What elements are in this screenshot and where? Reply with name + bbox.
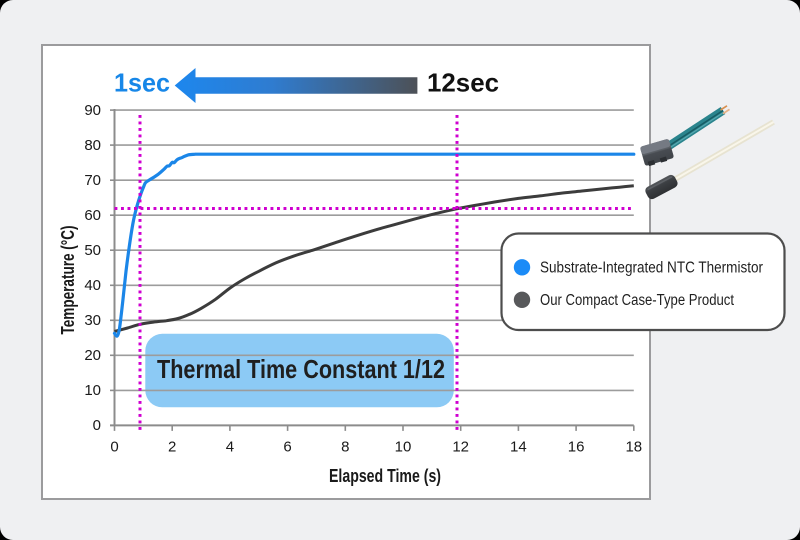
svg-text:1sec: 1sec [114,68,170,98]
svg-text:Our Compact Case-Type Product: Our Compact Case-Type Product [540,292,735,309]
svg-text:60: 60 [84,207,101,224]
svg-text:0: 0 [110,439,118,456]
svg-text:14: 14 [510,439,527,456]
svg-text:12: 12 [452,439,469,456]
svg-text:8: 8 [341,439,349,456]
svg-text:12sec: 12sec [427,68,499,98]
svg-text:30: 30 [84,312,101,329]
svg-text:80: 80 [84,137,101,154]
svg-text:70: 70 [84,172,101,189]
svg-text:50: 50 [84,242,101,259]
svg-text:16: 16 [568,439,585,456]
svg-text:2: 2 [168,439,176,456]
svg-text:10: 10 [84,382,101,399]
svg-text:6: 6 [283,439,291,456]
svg-text:90: 90 [84,102,101,119]
svg-text:10: 10 [395,439,412,456]
svg-text:Elapsed Time (s): Elapsed Time (s) [329,466,441,486]
svg-text:18: 18 [625,439,642,456]
svg-text:20: 20 [84,347,101,364]
svg-text:Temperature (°C): Temperature (°C) [58,225,78,334]
svg-text:Thermal Time Constant 1/12: Thermal Time Constant 1/12 [157,354,445,384]
svg-text:40: 40 [84,277,101,294]
svg-text:0: 0 [93,417,101,434]
svg-text:Substrate-Integrated NTC Therm: Substrate-Integrated NTC Thermistor [540,259,763,276]
svg-text:4: 4 [226,439,234,456]
